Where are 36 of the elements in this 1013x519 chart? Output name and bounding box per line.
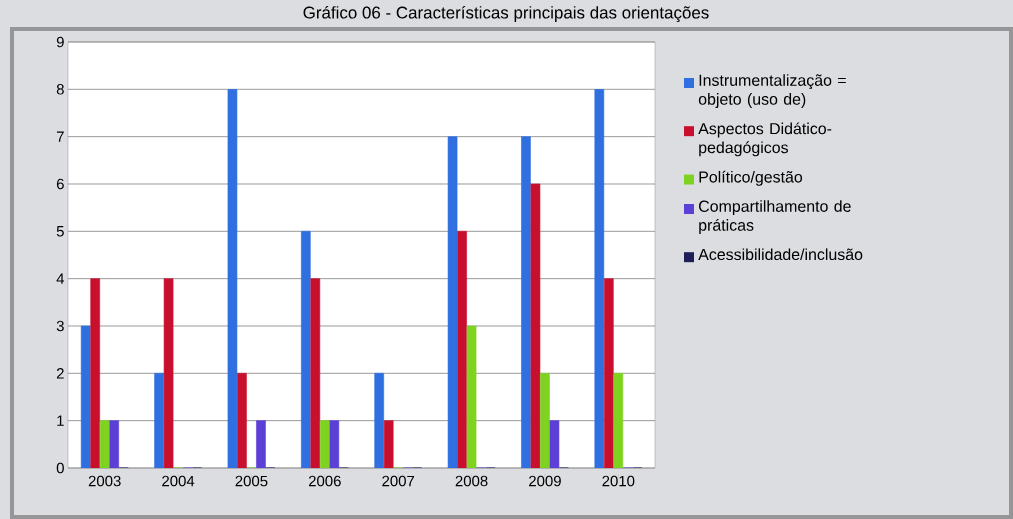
y-tick-label: 1 [57,415,64,426]
bar [329,420,340,468]
x-tick-label: 2010 [602,475,635,487]
y-tick-label: 9 [56,36,64,48]
y-tick-label: 2 [56,368,64,379]
y-tick-label: 7 [56,131,64,142]
bar [549,420,560,468]
y-tick-label: 8 [56,84,64,95]
legend-label: Acessibilidade/inclusão [698,248,863,261]
x-tick-label: 2005 [235,475,268,487]
y-tick-label: 0 [56,462,64,474]
bar [109,420,119,468]
y-tick-label: 3 [56,320,64,332]
x-tick-label: 2008 [455,475,488,487]
legend-label: Político/gestão [699,170,803,186]
bar [604,278,614,468]
bar [530,183,541,468]
legend-label: Compartilhamento de práticas [699,200,851,234]
bar [163,278,174,468]
x-tick-label: 2009 [529,475,561,487]
legend-label: Instrumentalização = objeto (uso de) [698,74,846,108]
x-tick-label: 2007 [382,475,415,487]
bar [256,420,266,468]
bar [90,278,100,468]
bar [457,231,467,468]
y-tick-label: 6 [56,178,64,190]
legend-label: Aspectos Didático-pedagógicos [698,122,832,157]
y-tick-label: 4 [56,273,65,284]
bar [310,278,321,468]
x-tick-label: 2006 [308,475,341,487]
bar [237,373,247,468]
x-tick-label: 2004 [162,475,195,487]
chart-title: Gráfico 06 - Características principais das orientações [303,5,709,23]
x-tick-label: 2003 [88,475,121,487]
bar [383,420,394,468]
y-tick-label: 5 [56,226,64,237]
